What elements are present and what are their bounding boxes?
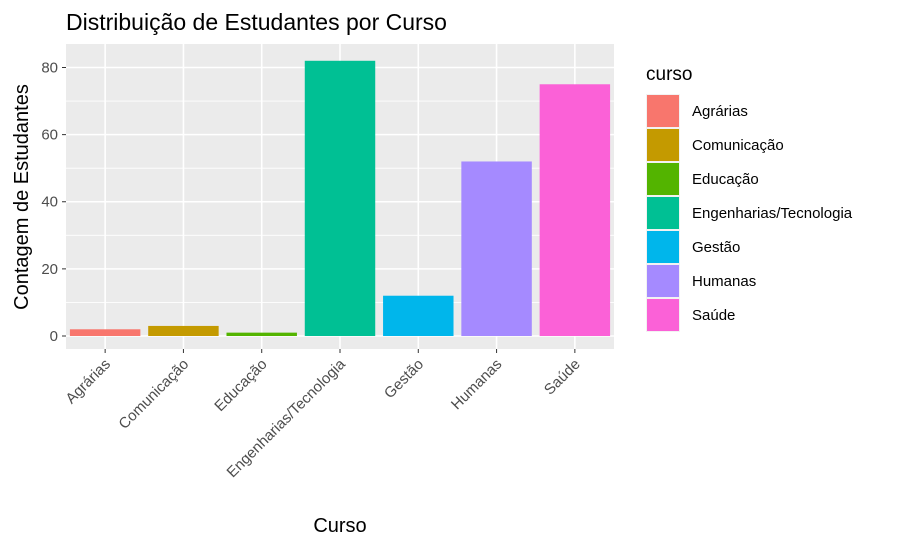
- legend-swatch: [647, 163, 679, 195]
- bar-6: [461, 161, 532, 336]
- x-tick-label: Educação: [211, 356, 270, 415]
- legend-title: curso: [646, 64, 692, 85]
- x-tick-label: Comunicação: [115, 356, 192, 433]
- legend-swatch: [647, 231, 679, 263]
- legend-label: Agrárias: [692, 103, 748, 120]
- legend-label: Educação: [692, 171, 759, 188]
- bars: [69, 60, 611, 336]
- legend-swatch: [647, 197, 679, 229]
- x-tick-label: Saúde: [541, 356, 584, 399]
- bar-5: [383, 295, 454, 336]
- bar-7: [539, 84, 611, 336]
- x-axis-title: Curso: [313, 515, 366, 537]
- bar-1: [69, 329, 141, 336]
- x-tick-label: Gestão: [381, 356, 427, 402]
- legend: curso Agrárias Comunicação Educação Engenha…: [646, 64, 853, 332]
- y-axis: 0 20 40 60 80: [41, 59, 66, 345]
- bar-4: [304, 60, 376, 336]
- y-tick-label: 0: [50, 328, 58, 345]
- chart-title: Distribuição de Estudantes por Curso: [66, 9, 447, 35]
- y-axis-title: Contagem de Estudantes: [11, 84, 33, 310]
- legend-swatch: [647, 129, 679, 161]
- y-tick-label: 20: [41, 261, 58, 278]
- y-tick-label: 40: [41, 194, 58, 211]
- x-axis: Agrárias Comunicação EducaçãoEngenharias/T…: [62, 349, 584, 481]
- x-tick-label: Humanas: [448, 356, 505, 413]
- legend-label: Humanas: [692, 273, 756, 290]
- bar-3: [226, 332, 297, 336]
- legend-label: Saúde: [692, 307, 735, 324]
- legend-swatch: [647, 265, 679, 297]
- legend-swatch: [647, 95, 679, 127]
- bar-2: [148, 325, 219, 336]
- legend-label: Comunicação: [692, 137, 784, 154]
- legend-swatch: [647, 299, 679, 331]
- legend-label: Gestão: [692, 239, 740, 256]
- x-tick-label: Agrárias: [62, 356, 114, 408]
- y-tick-label: 80: [41, 59, 58, 76]
- y-tick-label: 60: [41, 127, 58, 144]
- legend-label: Engenharias/Tecnologia: [692, 205, 853, 222]
